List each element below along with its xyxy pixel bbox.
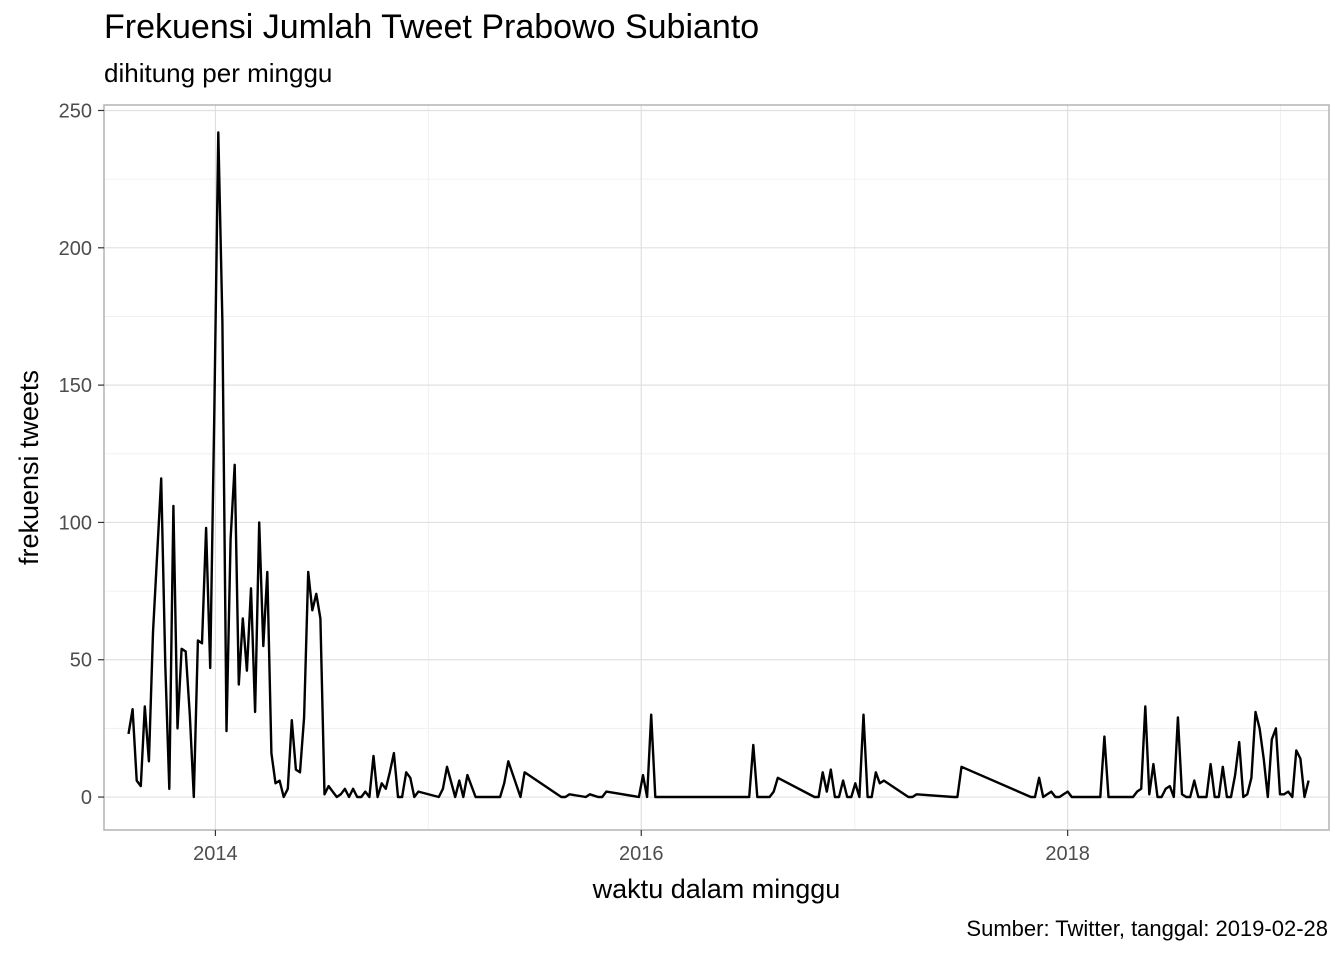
source-caption: Sumber: Twitter, tanggal: 2019-02-28: [966, 916, 1328, 941]
panel-border: [103, 104, 1330, 831]
series-line: [127, 131, 1310, 799]
y-axis-title: frekuensi tweets: [14, 370, 44, 565]
chart-subtitle: dihitung per minggu: [104, 58, 333, 88]
series-layer: [127, 131, 1310, 799]
y-tick-label: 100: [59, 512, 92, 534]
y-tick-label: 200: [59, 238, 92, 260]
y-tick-label: 150: [59, 375, 92, 397]
minor-gridlines: [104, 105, 1329, 830]
x-tick-label: 2016: [619, 843, 664, 865]
x-axis: 2014 2016 2018: [193, 830, 1090, 865]
x-axis-title: waktu dalam minggu: [592, 874, 841, 904]
y-tick-label: 250: [59, 100, 92, 122]
x-tick-label: 2018: [1045, 843, 1090, 865]
y-axis: 0 50 100 150 200 250: [59, 100, 104, 809]
x-tick-label: 2014: [193, 843, 238, 865]
y-tick-label: 50: [70, 650, 92, 672]
chart-title: Frekuensi Jumlah Tweet Prabowo Subianto: [104, 8, 760, 46]
y-tick-label: 0: [81, 787, 92, 809]
